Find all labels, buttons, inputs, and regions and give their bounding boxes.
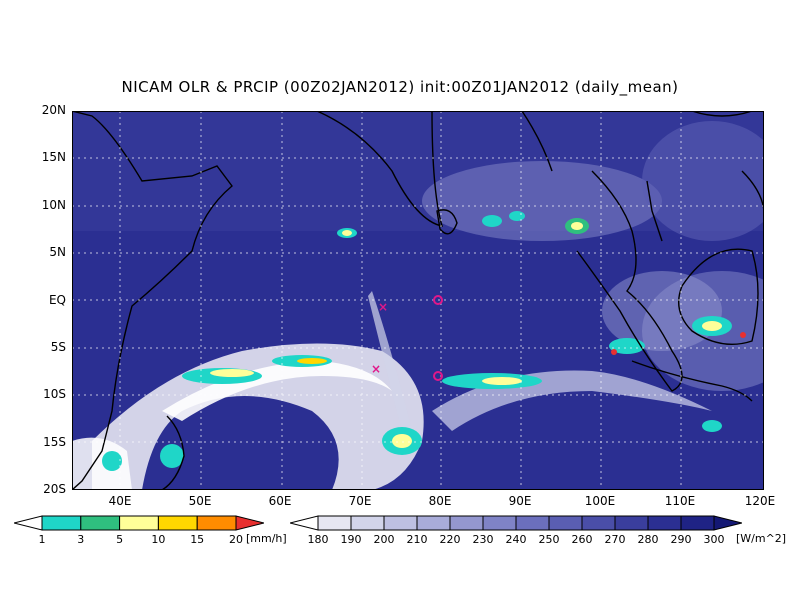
colorbar-swatch bbox=[581, 515, 616, 531]
colorbar-tick-label: 240 bbox=[505, 533, 527, 546]
lon-label: 90E bbox=[508, 494, 532, 508]
map-title: NICAM OLR & PRCIP (00Z02JAN2012) init:00… bbox=[121, 78, 679, 96]
lon-label: 80E bbox=[428, 494, 452, 508]
storm-markers: × × bbox=[371, 295, 443, 381]
lon-label: 60E bbox=[268, 494, 292, 508]
colorbar-swatch bbox=[196, 515, 237, 531]
gridlines bbox=[72, 111, 764, 490]
colorbar-tick-label: 3 bbox=[77, 533, 85, 546]
colorbar-extend-low bbox=[14, 515, 43, 531]
olr-precip-map: × × bbox=[72, 111, 764, 490]
lat-label: 20N bbox=[41, 103, 66, 117]
precip-colorbar bbox=[14, 515, 264, 531]
lon-label: 70E bbox=[348, 494, 372, 508]
colorbar-tick-label: 250 bbox=[538, 533, 560, 546]
colorbar-tick-label: 230 bbox=[472, 533, 494, 546]
lon-label: 100E bbox=[584, 494, 616, 508]
colorbar-tick-label: 190 bbox=[340, 533, 362, 546]
olr-unit-label: [W/m^2] bbox=[736, 532, 787, 545]
colorbar-swatch bbox=[515, 515, 550, 531]
precip-unit-label: [mm/h] bbox=[246, 532, 287, 545]
olr-colorbar bbox=[290, 515, 742, 531]
colorbar-swatch bbox=[119, 515, 159, 531]
colorbar-tick-label: 5 bbox=[116, 533, 124, 546]
colorbar-swatch bbox=[449, 515, 484, 531]
lat-label: 10N bbox=[41, 197, 66, 212]
lon-label: 110E bbox=[664, 494, 696, 508]
colorbar-swatch bbox=[482, 515, 517, 531]
lat-label: 15S bbox=[43, 434, 66, 449]
lat-label: 20S bbox=[43, 482, 66, 497]
colorbar-extend-high bbox=[713, 515, 742, 531]
lon-label: 40E bbox=[108, 494, 132, 508]
colorbar-tick-label: 180 bbox=[307, 533, 329, 546]
colorbar-tick-label: 15 bbox=[190, 533, 205, 546]
colorbar-tick-label: 1 bbox=[38, 533, 46, 546]
colorbar-swatch bbox=[383, 515, 418, 531]
colorbar-extend-low bbox=[290, 515, 319, 531]
colorbar-swatch bbox=[548, 515, 583, 531]
colorbar-tick-label: 260 bbox=[571, 533, 593, 546]
colorbar-swatch bbox=[41, 515, 82, 531]
lon-label: 120E bbox=[744, 494, 776, 508]
colorbar-tick-label: 220 bbox=[439, 533, 461, 546]
colorbar-tick-label: 200 bbox=[373, 533, 395, 546]
lat-label: 15N bbox=[41, 150, 66, 165]
colorbar-swatch bbox=[157, 515, 198, 531]
lat-label: 10S bbox=[43, 387, 66, 402]
svg-text:×: × bbox=[371, 362, 381, 376]
colorbar-tick-label: 20 bbox=[229, 533, 243, 546]
colorbar-tick-label: 10 bbox=[151, 533, 166, 546]
colorbar-extend-high bbox=[235, 515, 264, 531]
colorbar-swatch bbox=[80, 515, 121, 531]
lat-label: EQ bbox=[48, 292, 66, 307]
colorbar-tick-label: 270 bbox=[604, 533, 626, 546]
colorbar-tick-label: 290 bbox=[670, 533, 692, 546]
colorbar-tick-label: 210 bbox=[406, 533, 428, 546]
colorbar-tick-label: 300 bbox=[703, 533, 725, 546]
colorbar-tick-label: 280 bbox=[637, 533, 659, 546]
colorbar-swatch bbox=[416, 515, 451, 531]
colorbar-swatch bbox=[614, 515, 649, 531]
colorbar-swatch bbox=[350, 515, 385, 531]
lat-label: 5N bbox=[49, 245, 66, 260]
colorbar-swatch bbox=[680, 515, 715, 531]
svg-text:×: × bbox=[378, 300, 388, 314]
lon-label: 50E bbox=[188, 494, 212, 508]
colorbar-swatch bbox=[647, 515, 682, 531]
colorbar-swatch bbox=[317, 515, 352, 531]
precip-cells bbox=[102, 211, 746, 471]
lat-label: 5S bbox=[50, 340, 66, 354]
